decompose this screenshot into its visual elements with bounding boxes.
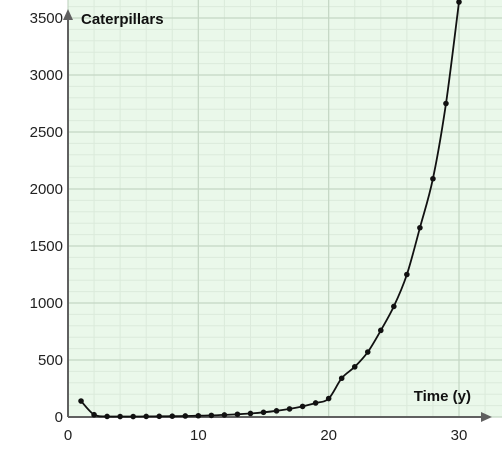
x-axis-title: Time (y): [414, 388, 471, 405]
y-tick-label: 3000: [30, 67, 63, 84]
data-point: [273, 408, 280, 414]
data-point: [417, 224, 423, 231]
x-axis-arrow: [481, 412, 492, 422]
y-tick-label: 3500: [30, 10, 63, 27]
x-tick-label: 0: [64, 427, 72, 444]
data-point: [104, 413, 110, 420]
y-tick-label: 2000: [30, 181, 63, 198]
data-point: [260, 409, 267, 416]
data-point: [430, 175, 436, 182]
data-point: [143, 413, 149, 420]
data-point: [456, 0, 462, 5]
data-point: [391, 303, 397, 310]
y-tick-label: 1500: [30, 238, 63, 255]
data-point: [195, 412, 202, 419]
data-point: [364, 349, 371, 355]
data-point: [325, 395, 332, 402]
x-tick-label: 10: [190, 427, 207, 444]
y-tick-label: 1000: [30, 295, 63, 312]
tick-labels: 0 10 20 30 0 500 1000 1500 2000 2500 3000 3500: [30, 10, 468, 444]
data-point: [117, 413, 123, 420]
data-point: [78, 398, 84, 404]
data-point: [312, 400, 319, 406]
y-tick-label: 2500: [30, 124, 63, 141]
series-layer: [78, 0, 462, 420]
data-point: [169, 413, 176, 420]
y-axis-arrow: [63, 9, 73, 20]
data-point: [91, 411, 97, 418]
data-point: [182, 413, 189, 419]
data-point: [221, 412, 228, 418]
data-point: [286, 406, 293, 412]
y-tick-label: 500: [38, 352, 63, 369]
plot-background: [68, 0, 502, 417]
data-point: [208, 412, 215, 419]
data-point: [234, 411, 241, 418]
data-point: [247, 410, 254, 417]
data-point: [404, 271, 410, 278]
x-tick-label: 20: [320, 427, 337, 444]
data-point: [378, 327, 384, 334]
data-point: [351, 364, 358, 370]
x-tick-label: 30: [451, 427, 468, 444]
data-point: [443, 100, 449, 107]
data-point: [156, 413, 163, 420]
data-point: [130, 413, 136, 420]
y-tick-label: 0: [55, 409, 63, 426]
data-point: [299, 403, 306, 410]
y-axis-title: Caterpillars: [81, 11, 164, 28]
data-point: [338, 375, 345, 382]
